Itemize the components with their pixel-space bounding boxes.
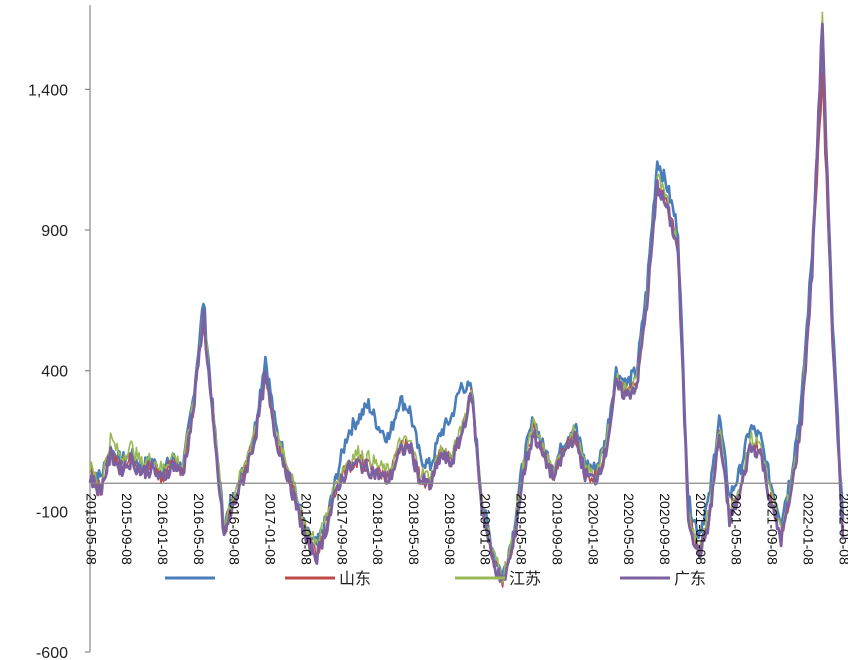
x-tick-label: 2020-05-08 bbox=[621, 493, 637, 565]
x-tick-label: 2018-05-08 bbox=[406, 493, 422, 565]
x-tick-label: 2022-01-08 bbox=[800, 493, 816, 565]
legend-label-3: 江苏 bbox=[509, 570, 541, 588]
x-tick-label: 2017-09-08 bbox=[334, 493, 350, 565]
legend: 山东 江苏 广东 bbox=[165, 570, 706, 588]
y-tick-label: 1,400 bbox=[28, 82, 68, 99]
x-tick-label: 2015-09-08 bbox=[119, 493, 135, 565]
y-tick-label: -600 bbox=[36, 645, 68, 660]
x-tick-label: 2017-05-08 bbox=[298, 493, 314, 565]
legend-label-2: 山东 bbox=[339, 570, 371, 588]
x-tick-label: 2018-09-08 bbox=[442, 493, 458, 565]
x-tick-label: 2015-05-08 bbox=[83, 493, 99, 565]
x-tick-label: 2017-01-08 bbox=[263, 493, 279, 565]
y-tick-label: 900 bbox=[41, 223, 68, 240]
y-tick-label: 400 bbox=[41, 364, 68, 381]
x-tick-label: 2019-09-08 bbox=[549, 493, 565, 565]
x-tick-label: 2020-01-08 bbox=[585, 493, 601, 565]
series-line-4 bbox=[88, 22, 845, 583]
x-tick-label: 2022-05-08 bbox=[836, 493, 848, 565]
x-tick-label: 2021-01-08 bbox=[693, 493, 709, 565]
y-axis: -600 -100 400 900 1,400 bbox=[28, 5, 91, 660]
x-tick-label: 2019-05-08 bbox=[514, 493, 530, 565]
x-tick-label: 2019-01-08 bbox=[478, 493, 494, 565]
x-axis-tick-labels: 2015-05-08 2015-09-08 2016-01-08 2016-05-08… bbox=[83, 493, 848, 565]
series-layer bbox=[88, 11, 845, 588]
x-tick-label: 2018-01-08 bbox=[370, 493, 386, 565]
legend-label-4: 广东 bbox=[674, 570, 706, 588]
y-tick-label: -100 bbox=[36, 504, 68, 521]
x-tick-label: 2021-05-08 bbox=[729, 493, 745, 565]
x-tick-label: 2016-05-08 bbox=[191, 493, 207, 565]
x-tick-label: 2016-01-08 bbox=[155, 493, 171, 565]
x-tick-label: 2016-09-08 bbox=[227, 493, 243, 565]
x-tick-label: 2020-09-08 bbox=[657, 493, 673, 565]
x-tick-label: 2021-09-08 bbox=[765, 493, 781, 565]
